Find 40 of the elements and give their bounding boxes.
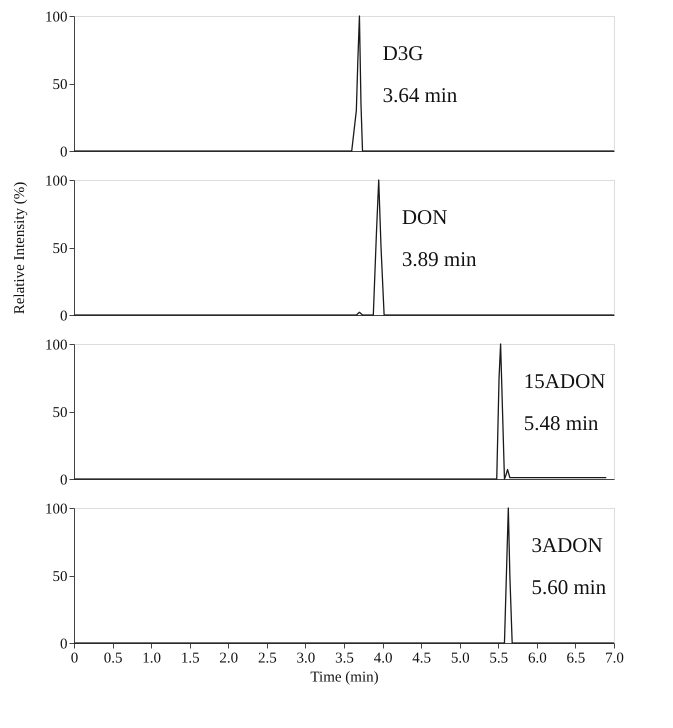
x-tick-label: 6.0 bbox=[528, 650, 547, 666]
x-tick-label: 5.5 bbox=[489, 650, 508, 666]
x-axis-title: Time (min) bbox=[310, 670, 379, 686]
y-tick-label: 100 bbox=[45, 502, 68, 518]
y-tick-label: 100 bbox=[45, 174, 68, 190]
line-series bbox=[73, 15, 615, 152]
y-tick-label: 0 bbox=[60, 308, 68, 324]
x-tick-label: 6.5 bbox=[566, 650, 586, 666]
x-tick-label: 3.0 bbox=[296, 650, 316, 666]
line-series bbox=[73, 179, 615, 316]
x-tick-label: 3.5 bbox=[335, 650, 354, 666]
annotation: 3.64 min bbox=[382, 83, 458, 108]
x-tick-label: 2.5 bbox=[258, 650, 277, 666]
y-tick-label: 50 bbox=[52, 569, 68, 585]
y-tick-label: 100 bbox=[45, 10, 68, 26]
x-tick-label: 4.5 bbox=[412, 650, 432, 666]
y-tick-label: 50 bbox=[52, 77, 68, 93]
x-tick-label: 0.5 bbox=[104, 650, 122, 666]
y-tick-label: 50 bbox=[52, 405, 68, 421]
y-tick-label: 0 bbox=[60, 636, 68, 652]
x-tick-label: 7.0 bbox=[605, 650, 624, 666]
x-tick-label: 1.5 bbox=[180, 650, 200, 666]
y-axis-title: Relative Intensity (%) bbox=[12, 182, 28, 314]
annotation: DON bbox=[402, 204, 448, 229]
x-tick-label: 4.0 bbox=[374, 650, 392, 666]
x-tick-label: 1.0 bbox=[142, 650, 162, 666]
annotation: 3.89 min bbox=[402, 247, 478, 272]
x-tick-label: 0 bbox=[70, 650, 78, 666]
annotation: 5.48 min bbox=[524, 411, 599, 436]
annotation: 15ADON bbox=[524, 368, 606, 393]
y-tick-label: 0 bbox=[60, 144, 68, 160]
x-tick-label: 5.0 bbox=[450, 650, 470, 666]
y-tick-label: 0 bbox=[60, 472, 68, 488]
annotation: 3ADON bbox=[531, 532, 603, 557]
x-tick-label: 2.0 bbox=[219, 650, 238, 666]
y-tick-label: 100 bbox=[45, 338, 68, 354]
y-tick-label: 50 bbox=[52, 241, 68, 257]
annotation: 5.60 min bbox=[531, 575, 607, 600]
annotation: D3G bbox=[382, 40, 424, 65]
line-series bbox=[73, 343, 607, 480]
